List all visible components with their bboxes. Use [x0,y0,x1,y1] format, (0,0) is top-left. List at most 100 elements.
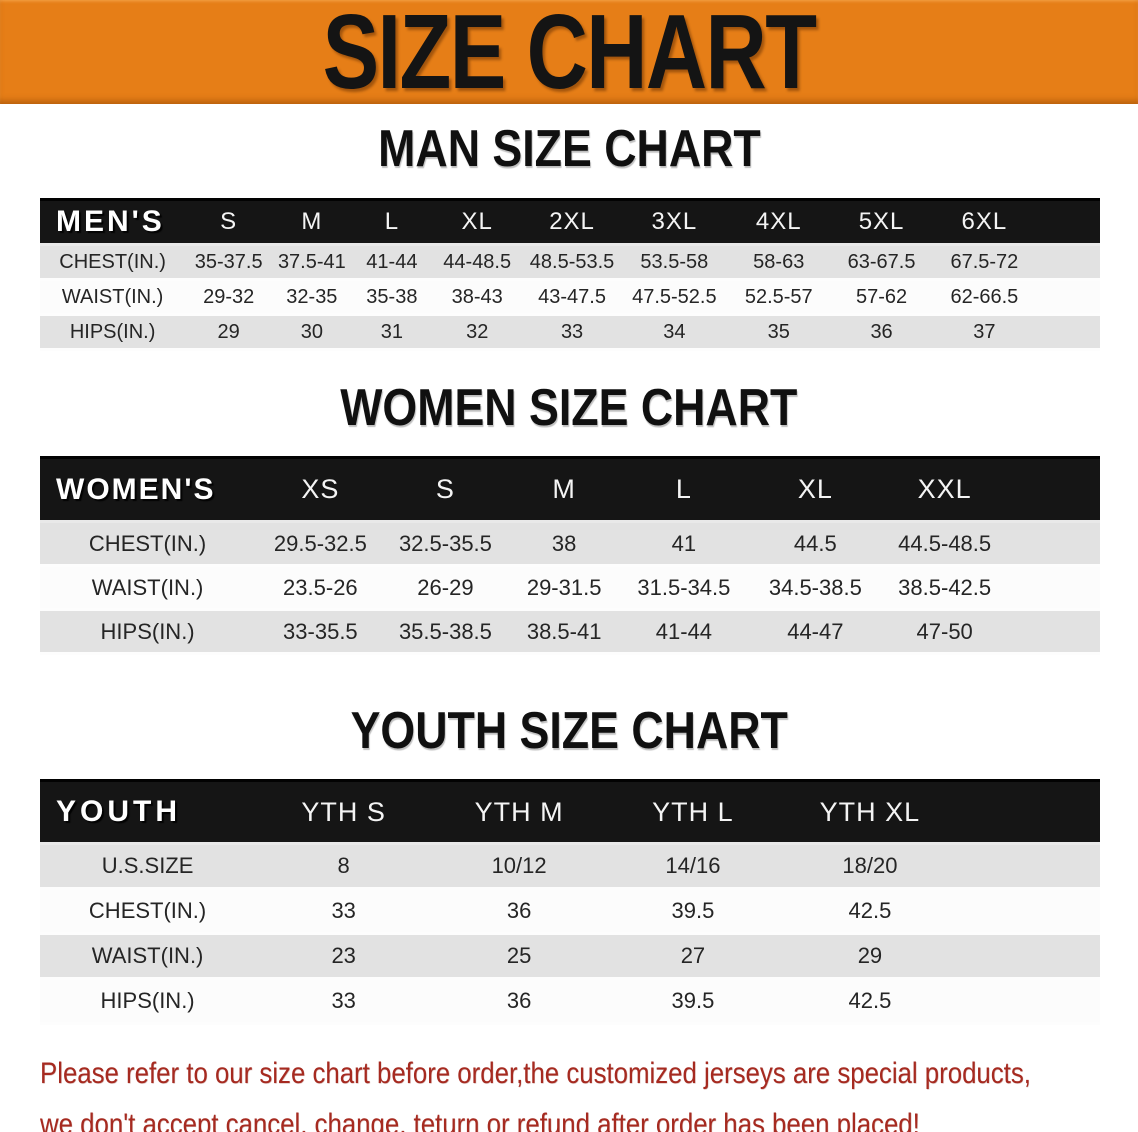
filler-cell [1003,565,1100,611]
size-value-cell: 42.5 [779,888,961,935]
size-value-cell: 31 [351,314,433,351]
women-column-header: XXL [885,456,1004,523]
filler-cell [960,978,1100,1025]
disclaimer-line-1: Please refer to our size chart before or… [40,1051,1138,1102]
women-column-header: M [505,456,623,523]
youth-waist-row: WAIST(IN.) 23 25 27 29 [40,933,1100,980]
size-value-cell: 33 [522,314,622,351]
size-value-cell: 38.5-42.5 [885,565,1004,611]
size-value-cell: 63-67.5 [830,244,933,281]
size-value-cell: 53.5-58 [621,244,727,281]
row-label-cell: CHEST(IN.) [40,521,256,567]
size-value-cell: 47-50 [885,609,1004,655]
size-value-cell: 14/16 [606,843,780,890]
youth-ussize-row: U.S.SIZE 8 10/12 14/16 18/20 [40,843,1100,890]
size-value-cell: 67.5-72 [932,244,1037,281]
disclaimer-text: Please refer to our size chart before or… [40,1057,1031,1090]
size-value-cell: 27 [606,933,780,980]
size-value-cell: 36 [830,314,933,351]
row-label-cell: WAIST(IN.) [40,565,256,611]
size-value-cell: 44.5-48.5 [885,521,1004,567]
size-value-cell: 41 [622,521,745,567]
size-value-cell: 36 [432,888,607,935]
size-value-cell: 29-31.5 [505,565,623,611]
men-column-header: 3XL [621,198,727,246]
disclaimer-text: we don't accept cancel, change, teturn o… [40,1108,920,1132]
women-column-header: XL [744,456,886,523]
disclaimer-line-2: we don't accept cancel, change, teturn o… [40,1102,1138,1132]
size-value-cell: 39.5 [606,978,780,1025]
filler-cell [960,779,1100,845]
men-size-table: MEN'S S M L XL 2XL 3XL 4XL 5XL 6XL CHEST… [40,198,1100,351]
size-value-cell: 38 [505,521,623,567]
filler-cell [960,843,1100,890]
men-column-header: 5XL [830,198,933,246]
size-value-cell: 29.5-32.5 [255,521,386,567]
women-section-title-text: WOMEN SIZE CHART [340,379,798,437]
size-value-cell: 44-47 [744,609,886,655]
size-value-cell: 58-63 [726,244,831,281]
row-label-cell: HIPS(IN.) [40,609,256,655]
size-value-cell: 35 [726,314,831,351]
youth-size-table: YOUTH YTH S YTH M YTH L YTH XL U.S.SIZE … [40,779,1100,1025]
women-hips-row: HIPS(IN.) 33-35.5 35.5-38.5 38.5-41 41-4… [40,609,1100,655]
youth-section-title-text: YOUTH SIZE CHART [350,702,788,760]
size-value-cell: 33 [255,978,433,1025]
row-label-cell: CHEST(IN.) [40,244,186,281]
size-value-cell: 29 [185,314,273,351]
row-label-cell: HIPS(IN.) [40,314,186,351]
men-section-title-text: MAN SIZE CHART [377,120,761,178]
size-value-cell: 43-47.5 [522,279,622,316]
men-header-row: MEN'S S M L XL 2XL 3XL 4XL 5XL 6XL [40,198,1100,246]
size-value-cell: 44-48.5 [432,244,523,281]
size-value-cell: 36 [432,978,607,1025]
women-header-row: WOMEN'S XS S M L XL XXL [40,456,1100,523]
size-value-cell: 44.5 [744,521,886,567]
size-value-cell: 47.5-52.5 [621,279,727,316]
banner-title: SIZE CHART [322,0,817,111]
size-value-cell: 34 [621,314,727,351]
size-value-cell: 35-37.5 [185,244,273,281]
size-value-cell: 33-35.5 [255,609,386,655]
size-value-cell: 23 [255,933,433,980]
size-value-cell: 41-44 [351,244,433,281]
size-value-cell: 42.5 [779,978,961,1025]
youth-column-header: YTH S [255,779,433,845]
size-value-cell: 62-66.5 [932,279,1037,316]
row-label-cell: CHEST(IN.) [40,888,256,935]
filler-cell [1003,609,1100,655]
men-column-header: 6XL [932,198,1037,246]
men-column-header: XL [432,198,523,246]
size-value-cell: 48.5-53.5 [522,244,622,281]
row-label-cell: WAIST(IN.) [40,279,186,316]
men-section-title: MAN SIZE CHART [0,120,1138,178]
women-column-header: XS [255,456,386,523]
men-column-header: 2XL [522,198,622,246]
filler-cell [960,888,1100,935]
size-value-cell: 37 [932,314,1037,351]
size-value-cell: 34.5-38.5 [744,565,886,611]
filler-cell [1036,244,1100,281]
men-column-header: L [351,198,433,246]
filler-cell [1003,521,1100,567]
size-value-cell: 23.5-26 [255,565,386,611]
size-value-cell: 26-29 [385,565,506,611]
size-value-cell: 29 [779,933,961,980]
women-waist-row: WAIST(IN.) 23.5-26 26-29 29-31.5 31.5-34… [40,565,1100,611]
women-column-header: S [385,456,506,523]
banner: SIZE CHART [0,0,1138,111]
filler-cell [1036,314,1100,351]
women-group-label: WOMEN'S [40,456,256,523]
size-value-cell: 25 [432,933,607,980]
row-label-cell: HIPS(IN.) [40,978,256,1025]
row-label-cell: U.S.SIZE [40,843,256,890]
youth-group-label: YOUTH [40,779,256,845]
size-value-cell: 39.5 [606,888,780,935]
size-value-cell: 29-32 [185,279,273,316]
filler-cell [1036,279,1100,316]
size-value-cell: 38.5-41 [505,609,623,655]
size-value-cell: 32 [432,314,523,351]
size-value-cell: 38-43 [432,279,523,316]
size-value-cell: 32.5-35.5 [385,521,506,567]
size-value-cell: 37.5-41 [272,244,352,281]
